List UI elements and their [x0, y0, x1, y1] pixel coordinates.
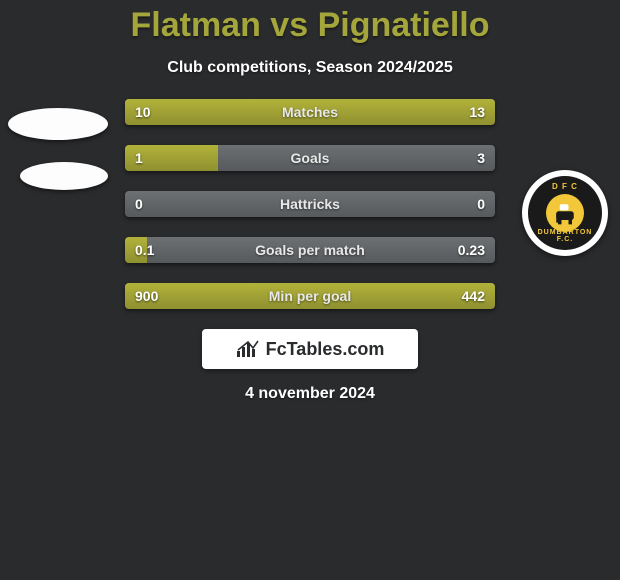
- source-logo: FcTables.com: [202, 329, 418, 369]
- stats-bars: 1013Matches 13Goals 00Hattricks 0.10.23Goal…: [0, 99, 620, 309]
- logo-text: FcTables.com: [266, 339, 385, 360]
- date: 4 november 2024: [0, 385, 620, 403]
- page-title: Flatman vs Pignatiello: [0, 0, 620, 45]
- stat-label: Matches: [125, 99, 495, 125]
- comparison-card: Flatman vs Pignatiello Club competitions…: [0, 0, 620, 580]
- chart-icon: [236, 339, 260, 359]
- stat-label: Goals: [125, 145, 495, 171]
- stat-row: 900442Min per goal: [125, 283, 495, 309]
- subtitle: Club competitions, Season 2024/2025: [0, 59, 620, 77]
- stat-row: 00Hattricks: [125, 191, 495, 217]
- stat-row: 0.10.23Goals per match: [125, 237, 495, 263]
- stat-row: 1013Matches: [125, 99, 495, 125]
- stat-label: Goals per match: [125, 237, 495, 263]
- stat-label: Hattricks: [125, 191, 495, 217]
- stat-row: 13Goals: [125, 145, 495, 171]
- stat-label: Min per goal: [125, 283, 495, 309]
